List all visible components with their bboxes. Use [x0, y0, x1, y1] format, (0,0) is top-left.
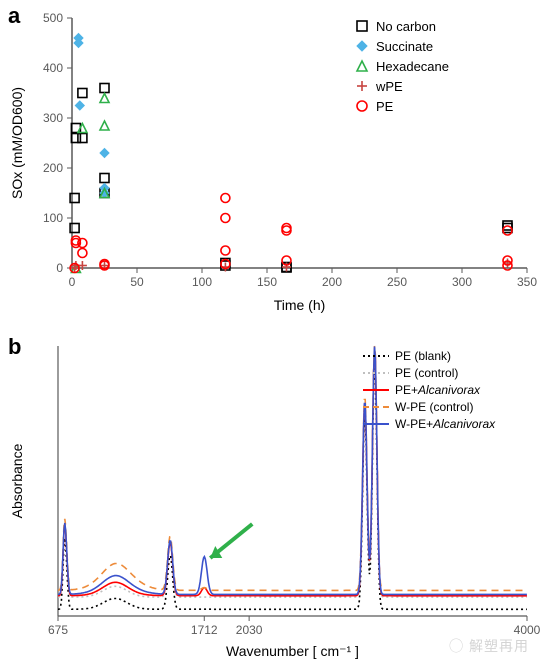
svg-text:300: 300 [43, 111, 63, 125]
svg-text:PE (control): PE (control) [395, 366, 458, 380]
svg-text:W-PE (control): W-PE (control) [395, 400, 473, 414]
svg-text:300: 300 [452, 275, 472, 289]
svg-text:0: 0 [56, 261, 63, 275]
svg-text:100: 100 [43, 211, 63, 225]
svg-text:250: 250 [387, 275, 407, 289]
svg-text:100: 100 [192, 275, 212, 289]
svg-text:PE+Alcanivorax: PE+Alcanivorax [395, 383, 481, 397]
svg-text:500: 500 [43, 11, 63, 25]
svg-text:150: 150 [257, 275, 277, 289]
svg-text:4000: 4000 [514, 623, 541, 637]
svg-text:Wavenumber [ cm⁻¹ ]: Wavenumber [ cm⁻¹ ] [226, 643, 359, 659]
panel-b-svg: 675 1712 2030 4000 Wavenumber [ cm⁻¹ ] Absorb… [0, 328, 547, 668]
panel-a-chart: 0 50 100 150 200 250 300 350 0 100 200 300 400 500 Tim… [0, 0, 547, 320]
svg-text:400: 400 [43, 61, 63, 75]
svg-text:Hexadecane: Hexadecane [376, 59, 449, 74]
watermark: ◯ 解塑再用 [449, 636, 529, 656]
wechat-icon: ◯ [449, 638, 464, 654]
panel-b-chart: 675 1712 2030 4000 Wavenumber [ cm⁻¹ ] Absorb… [0, 328, 547, 668]
panel-a: a 0501001502002503003500100200300400500T… [0, 0, 547, 320]
svg-text:2030: 2030 [236, 623, 263, 637]
svg-text:Time (h): Time (h) [274, 297, 326, 313]
svg-text:PE: PE [376, 99, 394, 114]
svg-text:PE (blank): PE (blank) [395, 349, 451, 363]
svg-text:200: 200 [322, 275, 342, 289]
svg-text:Succinate: Succinate [376, 39, 433, 54]
svg-text:675: 675 [48, 623, 68, 637]
svg-text:350: 350 [517, 275, 537, 289]
svg-text:0: 0 [69, 275, 76, 289]
panel-a-svg: 0 50 100 150 200 250 300 350 0 100 200 300 400 500 Tim… [0, 0, 547, 320]
svg-text:200: 200 [43, 161, 63, 175]
svg-text:SOx (mM/OD600): SOx (mM/OD600) [9, 87, 25, 199]
svg-text:50: 50 [130, 275, 144, 289]
svg-text:1712: 1712 [191, 623, 218, 637]
svg-text:Absorbance: Absorbance [9, 443, 25, 518]
svg-text:wPE: wPE [375, 79, 403, 94]
watermark-text: 解塑再用 [469, 638, 529, 654]
svg-text:No carbon: No carbon [376, 19, 436, 34]
svg-text:W-PE+Alcanivorax: W-PE+Alcanivorax [395, 417, 496, 431]
panel-b: b 675171220304000Wavenumber [ cm⁻¹ ]Abso… [0, 328, 547, 668]
